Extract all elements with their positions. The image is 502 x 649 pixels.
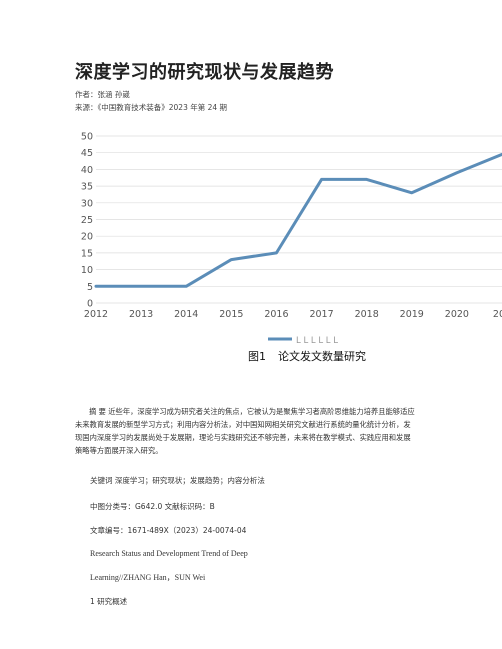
x-tick-label: 2019	[400, 309, 424, 320]
figure-caption-text: 论文发文数量研究	[278, 350, 366, 363]
y-tick-label: 20	[81, 232, 93, 243]
y-axis-ticks: 0 5 10 15 20 25 30 35 40 45 50	[81, 132, 93, 310]
chart-legend: L L L L L L	[268, 336, 338, 346]
keywords: 关键词 深度学习；研究现状；发展趋势；内容分析法	[90, 476, 265, 485]
y-tick-label: 10	[81, 265, 93, 276]
abstract: 摘 要 近些年，深度学习成为研究者关注的焦点，它被认为是聚焦学习者高阶思维能力培…	[75, 405, 415, 457]
series-line	[94, 152, 502, 288]
figure-number: 图1	[248, 350, 266, 363]
y-tick-label: 0	[87, 299, 93, 310]
y-tick-label: 25	[81, 215, 93, 226]
abstract-text: 摘 要 近些年，深度学习成为研究者关注的焦点，它被认为是聚焦学习者高阶思维能力培…	[75, 407, 415, 455]
author-line: 作者：张涵 孙崴	[75, 90, 130, 99]
english-title-line-1: Research Status and Development Trend of…	[90, 549, 248, 558]
article-number: 文章编号：1671-489X（2023）24-0074-04	[90, 526, 247, 535]
x-tick-label: 2018	[355, 309, 379, 320]
chart-series	[94, 152, 502, 288]
x-tick-label: 2020	[445, 309, 469, 320]
x-tick-label: 2014	[174, 309, 198, 320]
x-tick-label: 202	[493, 309, 502, 320]
x-tick-label: 2012	[84, 309, 108, 320]
english-title-line-2: Learning//ZHANG Han，SUN Wei	[90, 573, 206, 582]
y-tick-label: 30	[81, 198, 93, 209]
y-tick-label: 40	[81, 165, 93, 176]
source-line: 来源：《中国教育技术装备》2023 年第 24 期	[75, 103, 228, 112]
x-tick-label: 2016	[264, 309, 288, 320]
y-tick-label: 15	[81, 248, 93, 259]
paper-title: 深度学习的研究现状与发展趋势	[75, 62, 334, 83]
x-tick-label: 2017	[309, 309, 333, 320]
figure-caption: 图1 论文发文数量研究	[248, 348, 378, 364]
x-tick-label: 2013	[129, 309, 153, 320]
y-tick-label: 35	[81, 182, 93, 193]
classification: 中图分类号：G642.0 文献标识码：B	[90, 502, 215, 511]
y-tick-label: 5	[87, 282, 93, 293]
legend-label: L L L L L L	[296, 336, 338, 346]
x-axis-ticks: 2012 2013 2014 2015 2016 2017 2018 2019 2020 202	[84, 309, 502, 320]
chart-grid	[96, 135, 502, 304]
y-tick-label: 45	[81, 148, 93, 159]
x-tick-label: 2015	[219, 309, 243, 320]
y-tick-label: 50	[81, 132, 93, 143]
section-heading: 1 研究概述	[90, 597, 128, 606]
